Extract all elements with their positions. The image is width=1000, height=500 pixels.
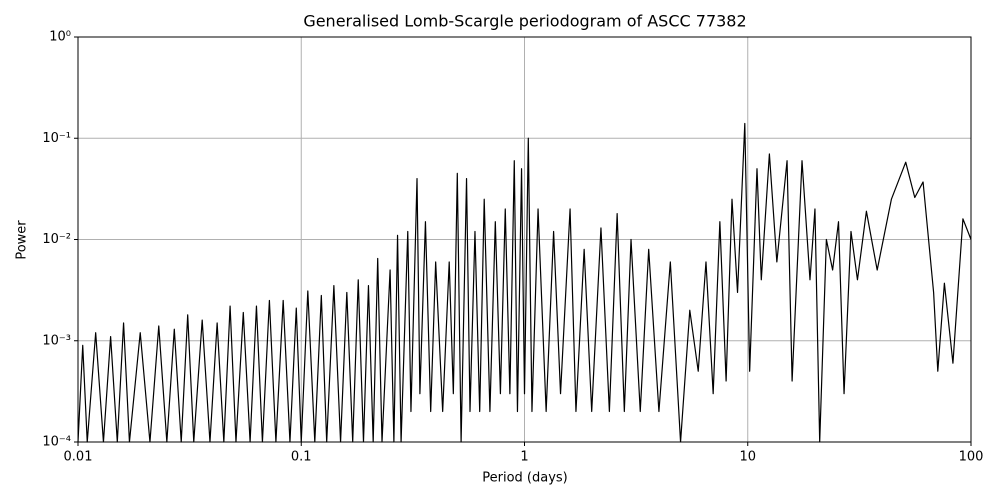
y-tick-label: 10⁻³ [42, 333, 71, 348]
plot-frame [77, 36, 972, 443]
x-tick-label: 0.1 [291, 450, 312, 465]
x-axis-label: Period (days) [482, 471, 568, 486]
y-tick-label: 10⁰ [49, 30, 71, 45]
y-tick-label: 10⁻⁴ [42, 435, 71, 450]
chart-title: Generalised Lomb-Scargle periodogram of … [303, 12, 746, 31]
y-tick-label: 10⁻¹ [42, 131, 71, 146]
x-tick-label: 0.01 [64, 450, 93, 465]
y-axis-label: Power [15, 220, 30, 260]
x-tick-label: 100 [959, 450, 984, 465]
y-tick-label: 10⁻² [42, 232, 71, 247]
x-tick-label: 10 [739, 450, 756, 465]
periodogram-line [77, 122, 972, 443]
x-tick-label: 1 [520, 450, 528, 465]
